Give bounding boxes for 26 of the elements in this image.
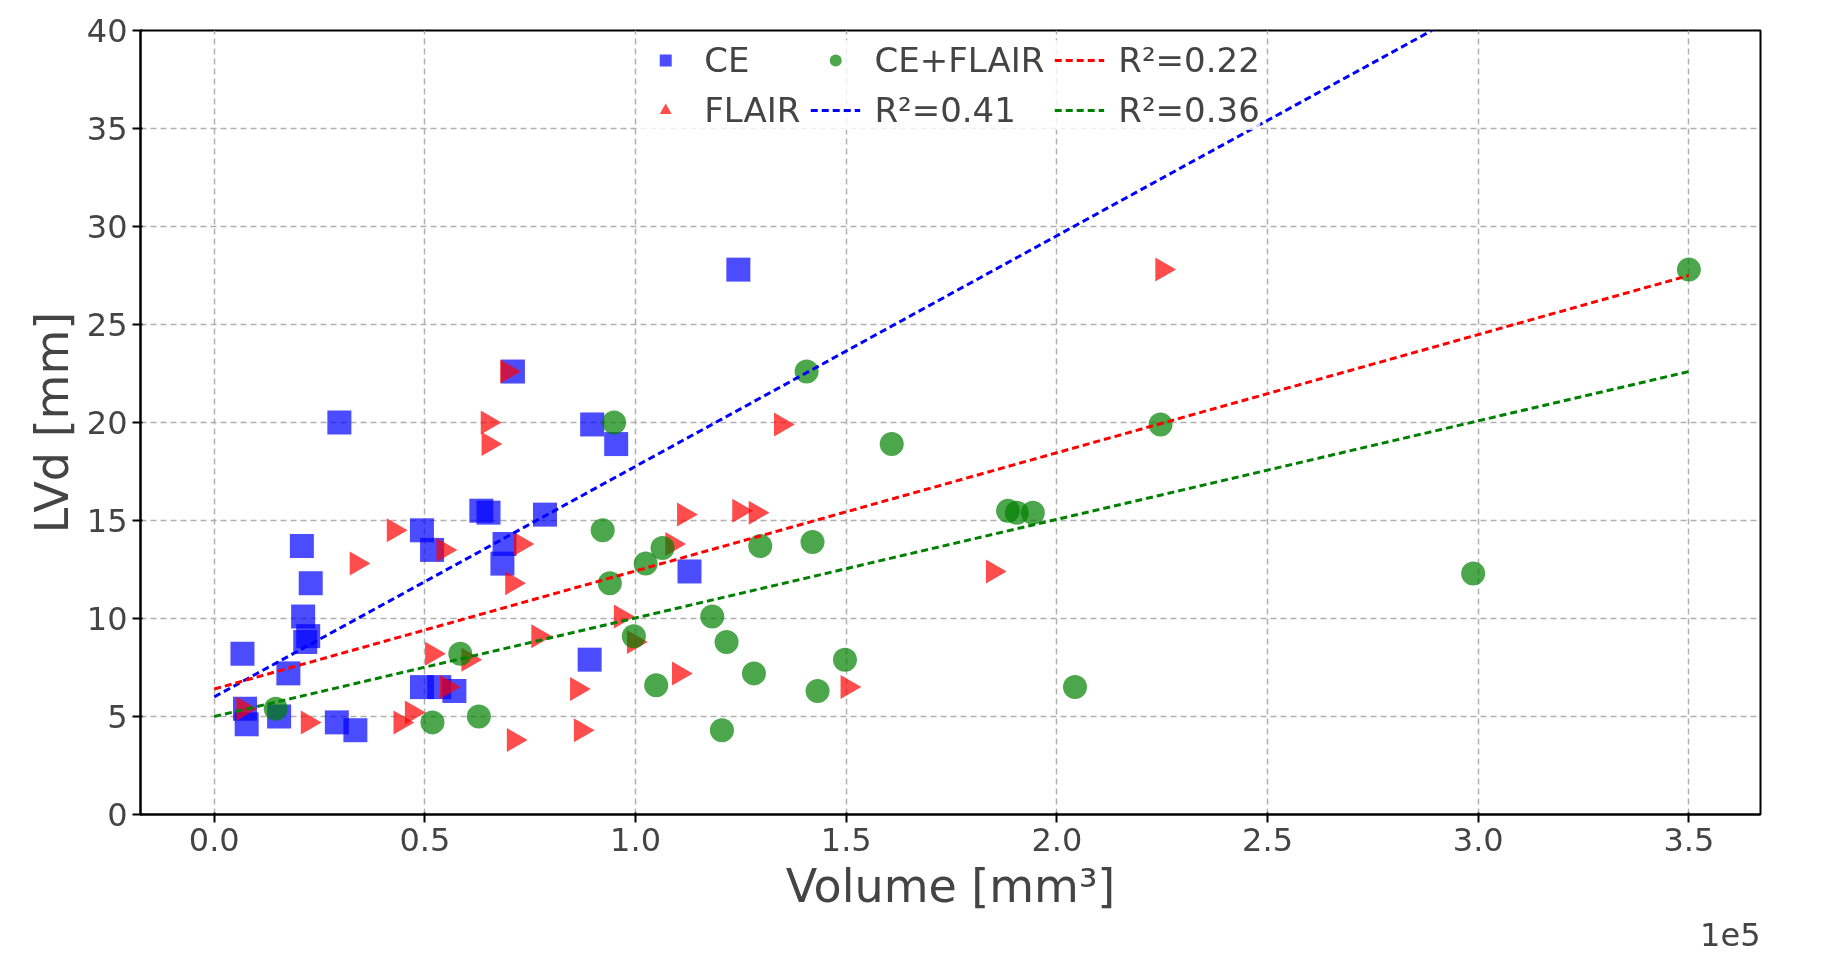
y-tick-label: 30 [86,208,128,246]
y-tick-label: 25 [86,306,128,344]
legend-label: R²=0.22 [1118,40,1260,80]
x-axis-title: Volume [mm³] [785,858,1116,913]
y-tick-label: 40 [86,12,128,50]
x-tick-label: 1.5 [820,820,872,859]
legend-label: CE [704,40,750,80]
y-axis-title: LVd [mm] [24,311,79,534]
y-tick-label: 0 [107,796,128,834]
legend-label: R²=0.41 [874,90,1016,130]
y-tick-label: 20 [86,404,128,442]
y-tick-label: 5 [107,698,128,736]
x-tick-label: 2.0 [1031,820,1083,859]
text: 1e5 [1700,915,1761,954]
y-tick-label: 35 [86,110,128,148]
x-tick-label: 3.5 [1663,820,1715,859]
legend-label: FLAIR [704,90,801,130]
x-tick-label: 2.5 [1242,820,1293,859]
x-tick-label: 1.0 [610,820,661,859]
y-tick-label: 15 [86,502,128,540]
x-tick-label: 0.0 [188,820,240,859]
legend-label: R²=0.36 [1118,90,1260,130]
x-tick-label: 3.0 [1452,820,1504,859]
y-tick-label: 10 [86,600,128,638]
legend-label: CE+FLAIR [874,40,1045,80]
x-tick-label: 0.5 [399,820,451,859]
